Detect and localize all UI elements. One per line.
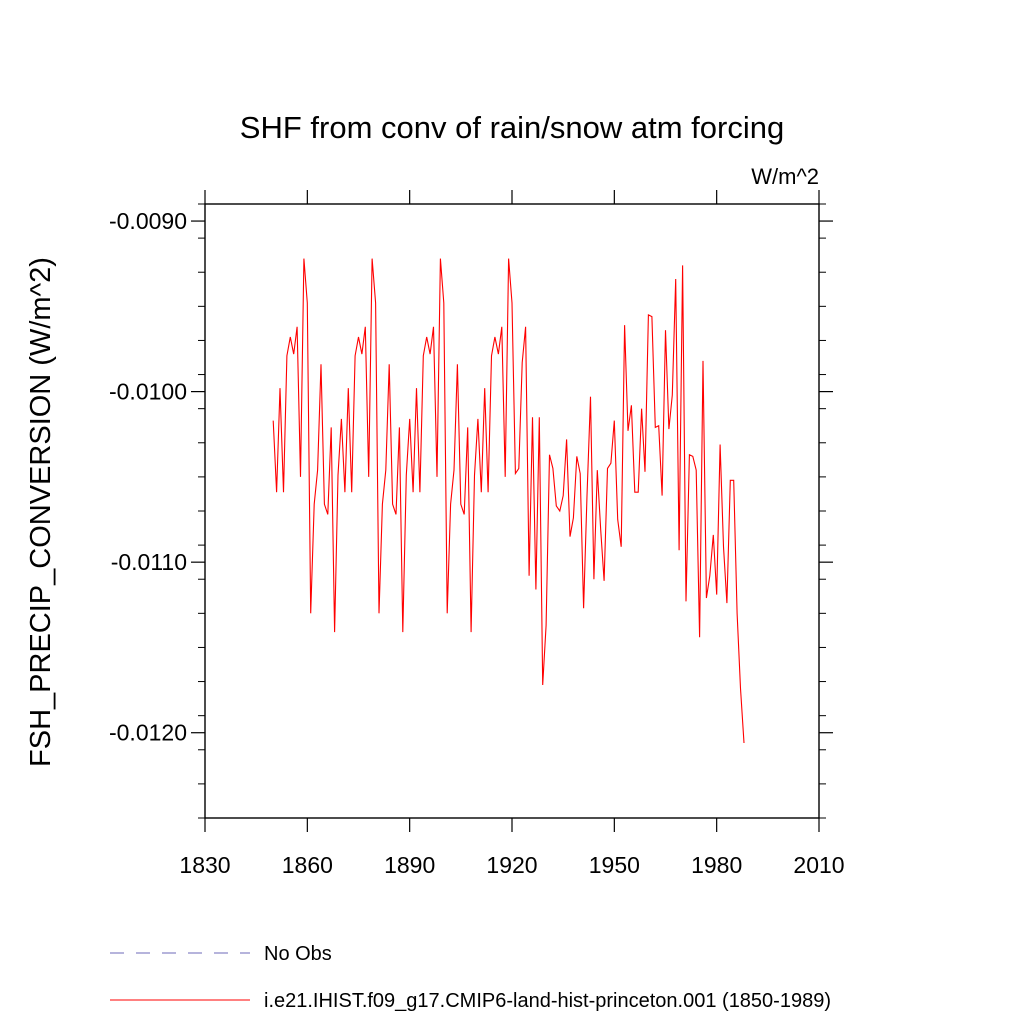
- y-axis-label: FSH_PRECIP_CONVERSION (W/m^2): [25, 257, 57, 767]
- x-tick-label: 2010: [793, 852, 844, 878]
- x-tick-label: 1860: [282, 852, 333, 878]
- x-axis-ticks: 1830 1860 1890 1920 1950 1980 2010: [179, 190, 845, 878]
- x-tick-label: 1950: [589, 852, 640, 878]
- y-axis-ticks: -0.0090 -0.0100 -0.0110 -0.0120: [109, 203, 833, 819]
- x-tick-label: 1980: [691, 852, 742, 878]
- y-tick-label: -0.0090: [109, 208, 187, 234]
- x-tick-label: 1890: [384, 852, 435, 878]
- x-tick-label: 1920: [486, 852, 537, 878]
- y-tick-label: -0.0100: [109, 379, 187, 405]
- legend-label-no-obs: No Obs: [264, 943, 332, 965]
- y-tick-label: -0.0110: [111, 549, 187, 575]
- data-series-line: [272, 258, 745, 744]
- legend-label-model-run: i.e21.IHIST.f09_g17.CMIP6-land-hist-prin…: [264, 990, 831, 1012]
- chart-title: SHF from conv of rain/snow atm forcing: [240, 110, 784, 145]
- units-label: W/m^2: [751, 164, 819, 189]
- x-tick-label: 1830: [179, 852, 230, 878]
- y-tick-label: -0.0120: [109, 720, 187, 746]
